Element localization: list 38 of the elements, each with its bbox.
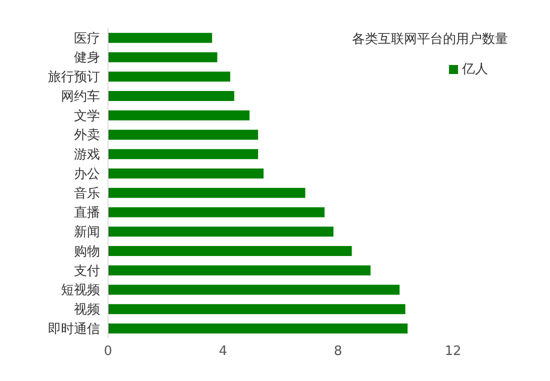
y-tick-label: 即时通信 (48, 322, 100, 337)
bar (108, 32, 212, 43)
y-tick-label: 文学 (74, 108, 100, 124)
x-tick-label: 8 (334, 344, 342, 360)
y-tick-label: 新闻 (74, 225, 100, 240)
bar (108, 130, 258, 140)
bar (108, 226, 334, 237)
bar (108, 149, 258, 160)
y-tick-label: 网约车 (61, 89, 100, 104)
bar (108, 207, 324, 218)
chart-title: 各类互联网平台的用户数量 (352, 31, 508, 48)
bar (108, 168, 264, 178)
bar (108, 110, 250, 120)
y-tick-label: 视频 (74, 302, 100, 318)
y-tick-label: 音乐 (74, 186, 100, 202)
x-tick-label: 0 (104, 344, 112, 360)
bar (108, 284, 400, 295)
bar (108, 188, 306, 198)
y-tick-label: 办公 (74, 166, 100, 182)
legend-label: 亿人 (462, 62, 488, 77)
y-tick-label: 旅行预订 (48, 70, 100, 86)
x-tick-label: 4 (218, 344, 228, 360)
bar (108, 304, 406, 314)
y-tick-label: 支付 (74, 264, 100, 279)
y-tick-label: 直播 (74, 206, 100, 221)
bar (108, 52, 218, 62)
bar (108, 72, 230, 82)
x-tick-label: 12 (444, 344, 462, 360)
y-tick-label: 购物 (74, 244, 100, 260)
y-tick-label: 外卖 (74, 128, 100, 144)
y-tick-label: 短视频 (61, 283, 100, 298)
bar (108, 265, 370, 276)
bar (108, 246, 352, 256)
bar (108, 90, 234, 101)
y-tick-label: 游戏 (74, 148, 100, 163)
y-tick-label: 健身 (74, 50, 100, 66)
y-tick-label: 医疗 (74, 31, 100, 46)
bar (108, 323, 408, 334)
